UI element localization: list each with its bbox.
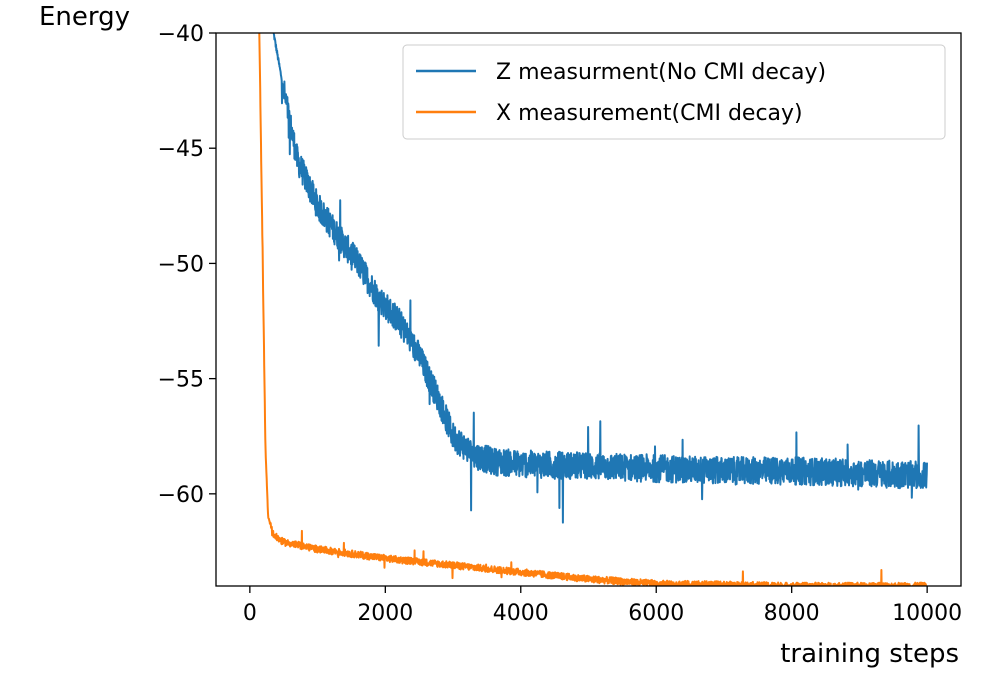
x-axis: 0 2000 4000 6000 8000 10000 — [243, 586, 962, 626]
x-tick-label: 8000 — [764, 601, 820, 626]
y-tick-label: −60 — [158, 483, 204, 508]
y-axis: −40 −45 −50 −55 −60 — [158, 22, 216, 508]
x-tick-label: 2000 — [357, 601, 413, 626]
x-axis-label: training steps — [780, 639, 959, 669]
y-axis-label: Energy — [39, 2, 130, 32]
series-z-measurement-line — [272, 33, 928, 524]
y-tick-label: −40 — [158, 22, 204, 47]
x-tick-label: 10000 — [892, 601, 962, 626]
legend-box — [402, 44, 946, 140]
plot-frame — [215, 32, 962, 587]
x-tick-label: 4000 — [493, 601, 549, 626]
y-tick-label: −55 — [158, 368, 204, 393]
x-tick-label: 0 — [243, 601, 257, 626]
series-layer — [258, 33, 928, 586]
legend-label-x-measurement: X measurement(CMI decay) — [496, 101, 803, 126]
legend: Z measurment(No CMI decay) X measurement… — [402, 44, 946, 140]
y-tick-label: −50 — [158, 252, 204, 277]
legend-label-z-measurement: Z measurment(No CMI decay) — [496, 60, 826, 85]
x-tick-label: 6000 — [628, 601, 684, 626]
y-tick-label: −45 — [158, 137, 204, 162]
series-x-measurement-line — [258, 33, 928, 586]
